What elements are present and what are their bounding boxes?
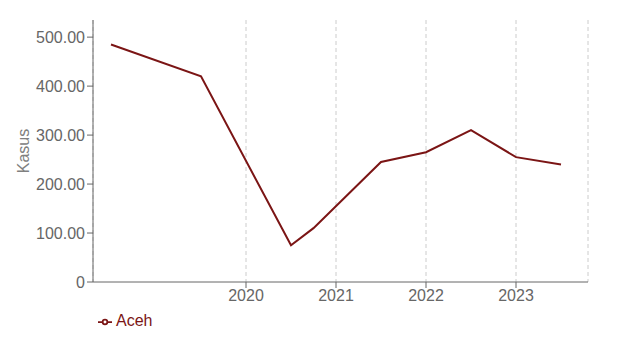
- svg-text:2023: 2023: [498, 287, 534, 304]
- svg-text:2022: 2022: [408, 287, 444, 304]
- html-text:Aceh: Aceh: [116, 312, 153, 329]
- svg-text:0: 0: [76, 274, 85, 291]
- svg-text:500.00: 500.00: [36, 29, 85, 46]
- svg-text:400.00: 400.00: [36, 78, 85, 95]
- svg-text:300.00: 300.00: [36, 127, 85, 144]
- svg-text:100.00: 100.00: [36, 225, 85, 242]
- svg-text:2020: 2020: [228, 287, 264, 304]
- svg-text:Kasus: Kasus: [15, 129, 32, 173]
- svg-text:2021: 2021: [318, 287, 354, 304]
- svg-text:200.00: 200.00: [36, 176, 85, 193]
